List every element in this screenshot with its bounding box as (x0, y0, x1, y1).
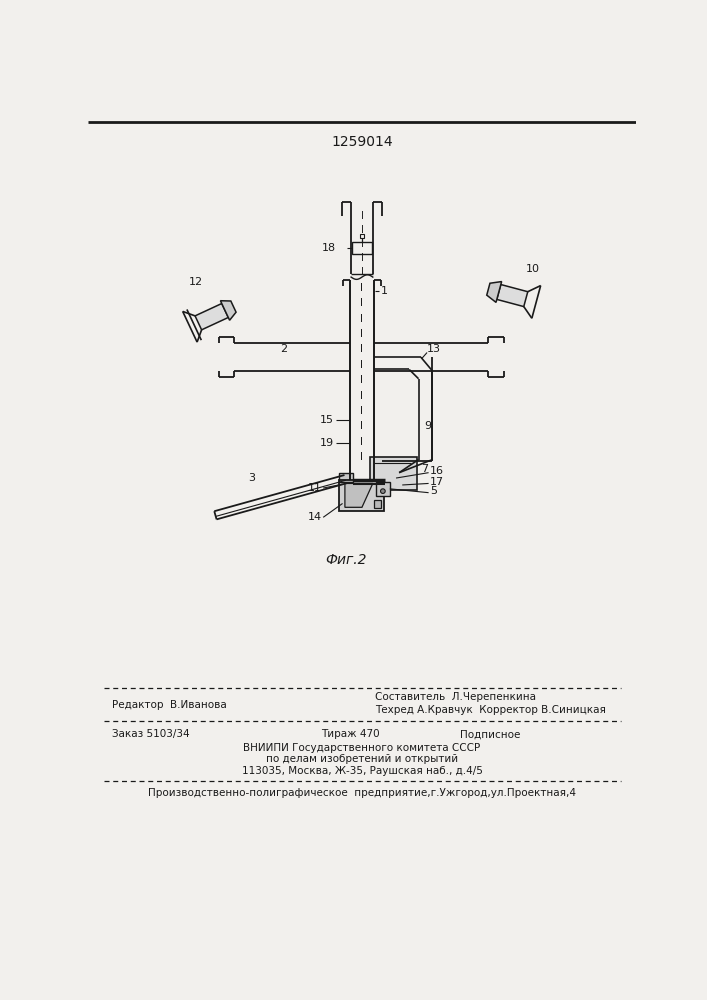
Text: I: I (361, 391, 363, 401)
Text: 113035, Москва, Ж-35, Раушская наб., д.4/5: 113035, Москва, Ж-35, Раушская наб., д.4… (242, 766, 482, 776)
Text: 3: 3 (248, 473, 255, 483)
Text: 15: 15 (320, 415, 334, 425)
Text: по делам изобретений и открытий: по делам изобретений и открытий (266, 754, 458, 764)
Circle shape (380, 489, 385, 493)
Text: I: I (361, 283, 363, 293)
Text: Фиг.2: Фиг.2 (326, 553, 367, 567)
Text: I: I (361, 344, 363, 354)
Text: I: I (361, 211, 363, 221)
Bar (339, 473, 353, 482)
Bar (352, 242, 372, 254)
Text: Заказ 5103/34: Заказ 5103/34 (112, 729, 189, 739)
Text: Редактор  В.Иванова: Редактор В.Иванова (112, 700, 226, 710)
Text: 7: 7 (421, 464, 428, 474)
Bar (370, 457, 417, 490)
Text: I: I (361, 406, 363, 416)
Text: Тираж 470: Тираж 470 (321, 729, 380, 739)
Text: 13: 13 (427, 344, 441, 354)
Text: I: I (361, 360, 363, 370)
Text: Составитель  Л.Черепенкина: Составитель Л.Черепенкина (375, 692, 536, 702)
Text: I: I (361, 452, 363, 462)
Text: Производственно-полиграфическое  предприятие,г.Ужгород,ул.Проектная,4: Производственно-полиграфическое предприя… (148, 788, 576, 798)
Text: I: I (361, 329, 363, 339)
Text: I: I (361, 225, 363, 235)
Text: 18: 18 (322, 243, 336, 253)
Text: Техред А.Кравчук  Корректор В.Синицкая: Техред А.Кравчук Корректор В.Синицкая (375, 705, 606, 715)
Bar (339, 480, 384, 511)
Text: 10: 10 (526, 264, 540, 274)
Text: 1259014: 1259014 (331, 135, 393, 149)
Bar (376, 482, 390, 496)
Polygon shape (497, 285, 528, 307)
Polygon shape (486, 282, 502, 302)
Text: I: I (361, 314, 363, 324)
Text: 9: 9 (425, 421, 432, 431)
Text: 11: 11 (308, 483, 322, 493)
Text: I: I (361, 437, 363, 447)
Bar (360, 234, 364, 238)
Text: 5: 5 (430, 486, 437, 496)
Text: I: I (361, 239, 363, 249)
Polygon shape (221, 301, 236, 320)
Text: 17: 17 (430, 477, 444, 487)
Polygon shape (195, 304, 228, 330)
Text: 12: 12 (189, 277, 203, 287)
Text: 19: 19 (320, 438, 334, 448)
Bar (374, 500, 380, 508)
Text: I: I (361, 421, 363, 431)
Text: I: I (361, 253, 363, 263)
Text: 16: 16 (430, 466, 444, 476)
Text: I: I (361, 375, 363, 385)
Text: 2: 2 (281, 344, 288, 354)
Text: I: I (361, 267, 363, 277)
Text: ВНИИПИ Государственного комитета СССР: ВНИИПИ Государственного комитета СССР (243, 743, 481, 753)
Text: Подписное: Подписное (460, 729, 521, 739)
Text: 14: 14 (308, 512, 322, 522)
Text: I: I (361, 298, 363, 308)
Polygon shape (345, 483, 373, 507)
Text: 1: 1 (380, 286, 387, 296)
